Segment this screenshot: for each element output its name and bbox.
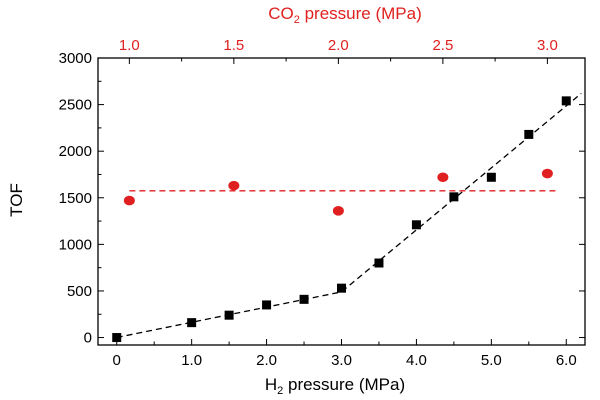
h2-data-point (374, 258, 384, 268)
y-axis-title: TOF (7, 183, 26, 217)
x-bottom-tick-label: 0 (113, 352, 121, 369)
y-tick-label: 2000 (59, 143, 92, 160)
tick-labels-group: 0 500 1000 1500 2000 2500 3000 0 1.0 2.0 3.0 4.0 5.0… (59, 37, 577, 369)
h2-fit-dashed-line (116, 92, 582, 339)
h2-data-point (262, 300, 272, 310)
y-tick-label: 3000 (59, 50, 92, 67)
x-bottom-tick-label: 2.0 (256, 352, 277, 369)
y-tick-label: 1500 (59, 190, 92, 207)
h2-data-point (224, 310, 234, 320)
y-tick-label: 500 (67, 283, 92, 300)
x-top-tick-label: 3.0 (537, 37, 558, 54)
h2-data-point (337, 283, 346, 293)
x-bottom-tick-label: 4.0 (406, 352, 427, 369)
x-top-tick-label: 1.0 (119, 37, 140, 54)
x-axis-bottom-title-suffix: pressure (MPa) (283, 375, 405, 394)
x-axis-bottom-title: H2 pressure (MPa) (265, 375, 405, 397)
h2-data-point (411, 220, 421, 230)
x-bottom-tick-label: 1.0 (181, 352, 202, 369)
x-axis-top-title-subscript: 2 (294, 14, 300, 26)
y-tick-label: 0 (84, 330, 92, 347)
axes-frame-group (97, 57, 586, 346)
y-tick-label: 2500 (59, 97, 92, 114)
h2-data-point (524, 129, 534, 139)
data-points-group (112, 96, 571, 343)
h2-data-point (112, 333, 122, 343)
x-top-tick-label: 2.0 (328, 37, 349, 54)
x-top-tick-label: 2.5 (432, 37, 453, 54)
x-bottom-tick-label: 5.0 (481, 352, 502, 369)
x-bottom-tick-label: 3.0 (331, 352, 352, 369)
co2-data-point (228, 180, 240, 191)
x-axis-bottom-title-prefix: H (265, 375, 277, 394)
plot-frame (97, 57, 586, 346)
x-axis-top-title-suffix: pressure (MPa) (300, 4, 422, 23)
y-tick-label: 1000 (59, 236, 92, 253)
fit-lines-group (116, 92, 582, 339)
x-axis-top-title-prefix: CO (268, 4, 294, 23)
co2-data-point (541, 168, 553, 179)
h2-data-point (561, 96, 571, 106)
co2-data-point (437, 172, 449, 183)
x-top-tick-label: 1.5 (223, 37, 244, 54)
x-bottom-tick-label: 6.0 (556, 352, 577, 369)
co2-data-point (332, 206, 344, 216)
h2-data-point (299, 294, 309, 304)
x-axis-top-title: CO2 pressure (MPa) (268, 4, 422, 26)
h2-data-point (449, 192, 459, 202)
h2-data-point (187, 318, 197, 328)
co2-data-point (123, 195, 135, 206)
x-axis-bottom-title-subscript: 2 (277, 385, 283, 397)
h2-data-point (486, 172, 496, 182)
